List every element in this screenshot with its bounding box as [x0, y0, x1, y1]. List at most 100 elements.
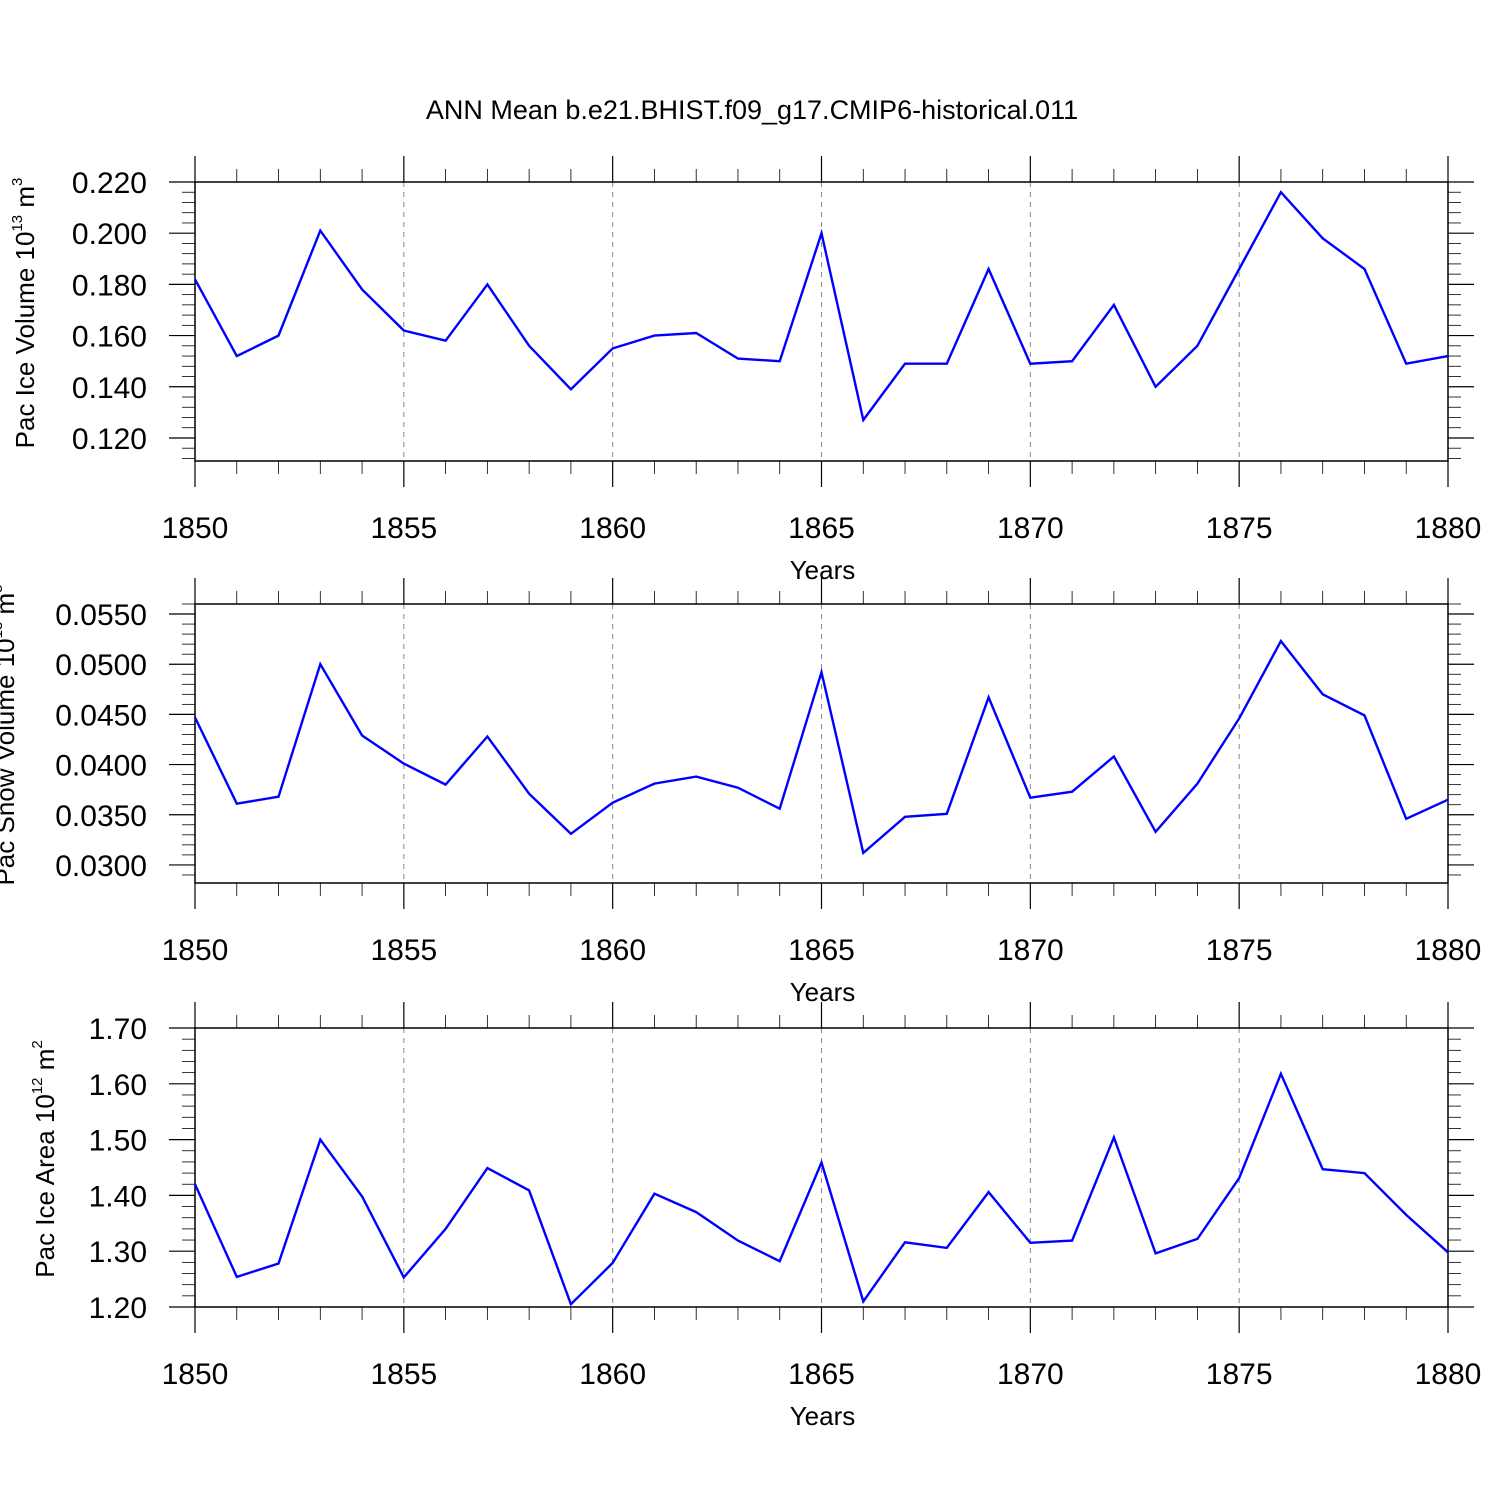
data-point: [652, 1192, 656, 1196]
data-point: [611, 346, 615, 350]
y-tick-label: 0.140: [72, 372, 147, 405]
y-tick-label: 0.0300: [55, 850, 147, 883]
y-tick-label: 0.120: [72, 423, 147, 456]
data-point: [569, 387, 573, 391]
panel-2: 1850 1855 1860 1865 1870 1875 1880 Years 0.0300 0…: [0, 578, 1481, 1007]
y-label-unit: m: [0, 593, 20, 622]
data-point: [527, 344, 531, 348]
data-point: [277, 1261, 281, 1265]
x-tick-label: 1850: [162, 512, 229, 545]
x-tick-label: 1880: [1415, 512, 1482, 545]
x-tick-label: 1870: [997, 512, 1064, 545]
data-point: [318, 662, 322, 666]
y-label-main: Pac Ice Area 10: [30, 1094, 60, 1278]
data-point: [193, 715, 197, 719]
data-point: [1112, 303, 1116, 307]
y-tick-label: 1.40: [89, 1180, 147, 1213]
y-label-unit-exponent: 3: [9, 178, 26, 186]
series-line: [193, 190, 1449, 423]
data-point: [1279, 190, 1283, 194]
data-point: [945, 1246, 949, 1250]
x-tick-label: 1870: [997, 934, 1064, 967]
x-tick-label: 1880: [1415, 934, 1482, 967]
x-tick-label: 1860: [579, 934, 646, 967]
y-tick-label: 0.220: [72, 167, 147, 200]
panel-3: 1850 1855 1860 1865 1870 1875 1880 Years 1.20 1.3…: [29, 1002, 1481, 1431]
data-point: [444, 783, 448, 787]
data-point: [569, 832, 573, 836]
data-point: [820, 670, 824, 674]
data-point: [778, 359, 782, 363]
y-label-unit-exponent: 3: [0, 584, 6, 592]
x-tick-label: 1850: [162, 934, 229, 967]
data-point: [903, 362, 907, 366]
x-tick-label: 1865: [788, 1358, 855, 1391]
data-point: [652, 334, 656, 338]
data-point: [527, 792, 531, 796]
data-point: [318, 1138, 322, 1142]
data-point: [235, 802, 239, 806]
y-label-unit-exponent: 2: [29, 1040, 46, 1048]
y-axis-label: Pac Ice Area 1012 m2: [29, 1040, 60, 1277]
data-point: [277, 334, 281, 338]
x-tick-label: 1860: [579, 512, 646, 545]
data-point: [694, 1210, 698, 1214]
data-point: [1279, 1072, 1283, 1076]
data-point: [360, 288, 364, 292]
data-point: [1112, 755, 1116, 759]
y-tick-label: 0.0550: [55, 599, 147, 632]
data-point: [1070, 790, 1074, 794]
data-point: [861, 418, 865, 422]
y-label-main: Pac Ice Volume 10: [10, 232, 40, 449]
data-point: [1237, 716, 1241, 720]
data-point: [1195, 1237, 1199, 1241]
data-point: [360, 733, 364, 737]
data-point: [1404, 362, 1408, 366]
data-point: [1154, 385, 1158, 389]
data-point: [360, 1195, 364, 1199]
y-tick-label: 0.180: [72, 269, 147, 302]
x-tick-label: 1860: [579, 1358, 646, 1391]
data-point: [318, 229, 322, 233]
data-point: [1028, 796, 1032, 800]
data-point: [1028, 1241, 1032, 1245]
x-tick-label: 1865: [788, 934, 855, 967]
data-point: [861, 851, 865, 855]
data-point: [1112, 1135, 1116, 1139]
data-point: [193, 277, 197, 281]
data-point: [1446, 1250, 1450, 1254]
data-point: [1362, 267, 1366, 271]
x-tick-label: 1870: [997, 1358, 1064, 1391]
data-point: [611, 801, 615, 805]
data-point: [277, 795, 281, 799]
y-tick-label: 1.70: [89, 1013, 147, 1046]
data-point: [444, 339, 448, 343]
data-point: [527, 1188, 531, 1192]
data-point: [1028, 362, 1032, 366]
y-label-unit: m: [30, 1049, 60, 1078]
y-tick-label: 0.160: [72, 321, 147, 354]
data-point: [444, 1227, 448, 1231]
series-line: [193, 638, 1449, 856]
data-point: [193, 1182, 197, 1186]
panel-1: 1850 1855 1860 1865 1870 1875 1880 Years 0.120 0.…: [9, 156, 1481, 585]
data-point: [903, 815, 907, 819]
data-point: [820, 1160, 824, 1164]
data-point: [569, 1302, 573, 1306]
data-point: [945, 362, 949, 366]
data-point: [485, 282, 489, 286]
y-axis-label: Pac Snow Volume 1013 m3: [0, 584, 20, 885]
x-tick-label: 1855: [370, 512, 437, 545]
series-line: [193, 1070, 1449, 1307]
data-point: [1070, 1239, 1074, 1243]
data-point: [1195, 344, 1199, 348]
y-tick-label: 0.200: [72, 218, 147, 251]
data-point: [235, 354, 239, 358]
data-point: [778, 1259, 782, 1263]
y-label-unit: m: [10, 186, 40, 215]
x-tick-label: 1850: [162, 1358, 229, 1391]
data-point: [485, 1166, 489, 1170]
y-label-exponent: 13: [9, 215, 26, 232]
x-tick-label: 1855: [370, 1358, 437, 1391]
